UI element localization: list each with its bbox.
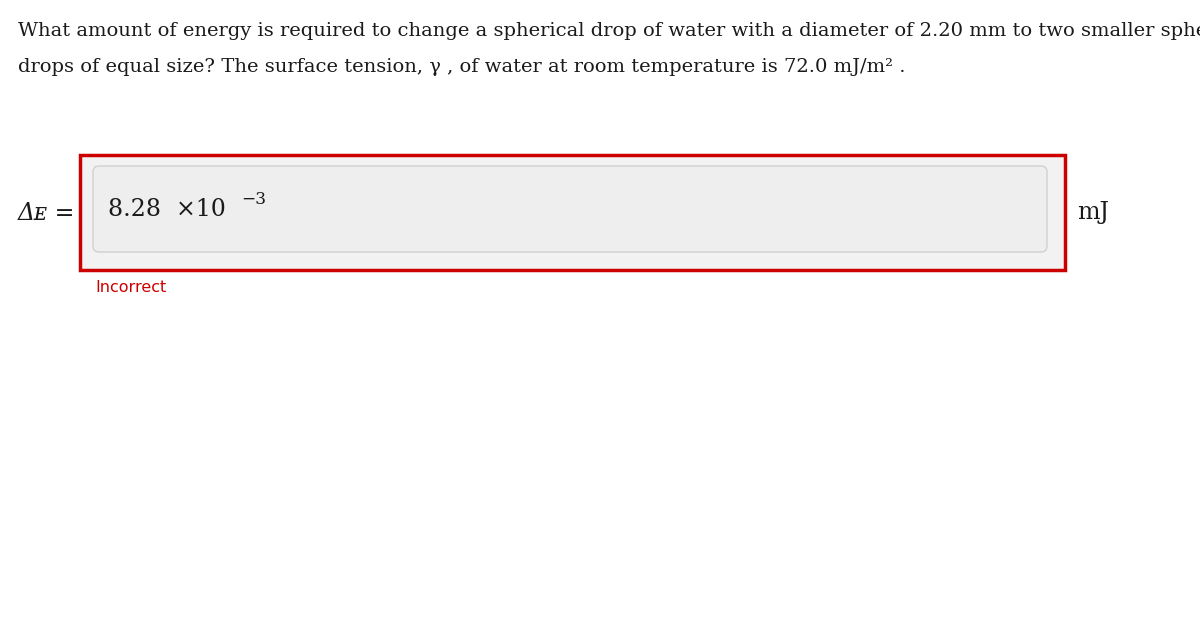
Text: −3: −3 [241,191,266,209]
Text: Incorrect: Incorrect [95,280,167,295]
Text: 8.28  ×10: 8.28 ×10 [108,197,226,221]
Text: drops of equal size? The surface tension, γ , of water at room temperature is 72: drops of equal size? The surface tension… [18,58,906,76]
FancyBboxPatch shape [94,166,1046,252]
Text: What amount of energy is required to change a spherical drop of water with a dia: What amount of energy is required to cha… [18,22,1200,40]
Text: Δᴇ =: Δᴇ = [18,202,74,224]
FancyBboxPatch shape [80,155,1066,270]
Text: mJ: mJ [1078,202,1109,224]
